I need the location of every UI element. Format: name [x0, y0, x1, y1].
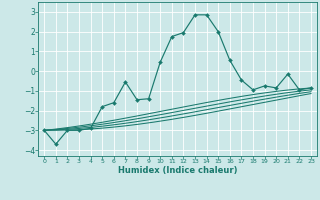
X-axis label: Humidex (Indice chaleur): Humidex (Indice chaleur)	[118, 166, 237, 175]
